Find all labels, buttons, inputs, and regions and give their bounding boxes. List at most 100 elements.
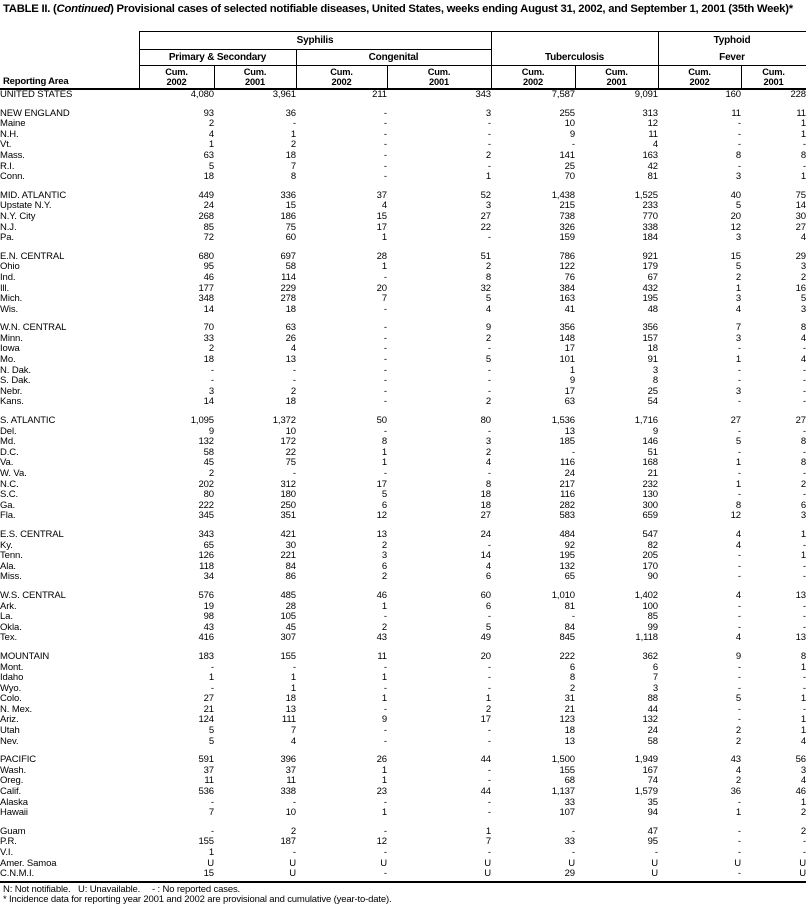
area-cell: Oreg. <box>0 776 24 787</box>
table-row: Ky. 65 30 2 - 92 82 4 - <box>0 541 806 552</box>
value-cell: 5 <box>735 694 741 705</box>
value-cell: 6 <box>652 662 658 673</box>
year-label: 2001 <box>245 77 265 87</box>
divider-tb-years <box>575 65 576 88</box>
table-row: MOUNTAIN 183 155 11 20 222 362 9 8 <box>0 652 806 663</box>
area-cell: Upstate N.Y. <box>0 201 52 212</box>
value-cell: - <box>737 469 741 479</box>
area-cell: E.S. CENTRAL <box>0 529 64 540</box>
value-cell: - <box>487 140 491 151</box>
disease-table: UNITED STATES 4,080 3,961 211 343 7,587 9,091 1… <box>0 90 806 880</box>
value-cell: - <box>802 622 806 633</box>
area-cell: Utah <box>0 726 20 737</box>
value-cell: 48 <box>647 304 658 315</box>
value-cell: 421 <box>280 529 296 540</box>
footnote-no-reported-cases: - : No reported cases. <box>152 884 241 895</box>
table-row: Maine 2 - - - 10 12 - 1 <box>0 119 806 130</box>
area-cell: UNITED STATES <box>0 90 73 100</box>
value-cell: 35 <box>647 797 658 808</box>
value-cell: 13 <box>285 704 296 715</box>
value-cell: 4 <box>485 304 491 315</box>
value-cell: - <box>802 848 806 858</box>
table-row: Guam - 2 - 1 - 47 - 2 <box>0 827 806 838</box>
value-cell: U <box>799 869 806 880</box>
value-cell: 738 <box>559 211 575 222</box>
value-cell: 74 <box>647 776 658 787</box>
value-cell: 29 <box>564 869 575 880</box>
year-label: 2002 <box>331 77 352 87</box>
area-cell: D.C. <box>0 447 19 458</box>
table-row: Ala. 118 84 6 4 132 170 - - <box>0 562 806 573</box>
value-cell: 3 <box>485 108 491 119</box>
value-cell: 2 <box>569 683 575 694</box>
value-cell: 1 <box>381 233 387 244</box>
value-cell: 3 <box>800 765 806 776</box>
value-cell: 255 <box>559 108 575 119</box>
value-cell: 29 <box>795 251 806 262</box>
table-row: Mont. - - - - 6 6 - 1 <box>0 663 806 674</box>
group-spacer <box>0 244 806 252</box>
value-cell: 7 <box>290 161 296 172</box>
area-cell: Mass. <box>0 150 25 161</box>
value-cell: 185 <box>559 437 575 448</box>
value-cell: 60 <box>480 590 491 601</box>
value-cell: - <box>737 683 741 694</box>
value-cell: - <box>383 108 387 119</box>
value-cell: 18 <box>480 500 491 511</box>
area-cell: Idaho <box>0 673 24 684</box>
value-cell: 28 <box>285 601 296 612</box>
value-cell: 155 <box>198 837 214 848</box>
value-cell: 5 <box>735 437 741 448</box>
value-cell: 7 <box>652 673 658 684</box>
value-cell: 21 <box>203 704 214 715</box>
value-cell: 13 <box>564 426 575 437</box>
area-cell: MOUNTAIN <box>0 651 50 662</box>
value-cell: 179 <box>642 262 658 273</box>
value-cell: 1 <box>381 673 387 684</box>
year-label: 2002 <box>689 77 710 87</box>
group-spacer <box>0 101 806 109</box>
value-cell: 159 <box>559 233 575 244</box>
value-cell: 17 <box>564 344 575 355</box>
value-cell: - <box>737 376 741 387</box>
value-cell: - <box>802 386 806 397</box>
value-cell: 2 <box>735 272 741 283</box>
value-cell: 1,716 <box>634 416 658 427</box>
value-cell: 2 <box>485 704 491 715</box>
col-header-ps-cum-2002: Cum. 2002 <box>139 67 214 87</box>
value-cell: 416 <box>198 633 214 644</box>
value-cell: 233 <box>642 201 658 212</box>
table-row: W.N. CENTRAL 70 63 - 9 356 356 7 8 <box>0 323 806 334</box>
value-cell: 26 <box>285 333 296 344</box>
value-cell: 4 <box>800 333 806 344</box>
table-row: Ohio 95 58 1 2 122 179 5 3 <box>0 262 806 273</box>
value-cell: - <box>802 447 806 458</box>
value-cell: 170 <box>642 561 658 572</box>
area-cell: P.R. <box>0 837 17 848</box>
value-cell: - <box>802 469 806 479</box>
value-cell: 1 <box>381 458 387 469</box>
value-cell: 356 <box>642 323 658 334</box>
value-cell: 67 <box>647 272 658 283</box>
col-header-reporting-area: Reporting Area <box>3 76 69 87</box>
value-cell: 88 <box>647 694 658 705</box>
value-cell: - <box>487 776 491 787</box>
value-cell: 4 <box>800 355 806 366</box>
value-cell: 12 <box>376 511 387 522</box>
value-cell: 81 <box>564 601 575 612</box>
value-cell: - <box>802 683 806 694</box>
value-cell: 132 <box>559 561 575 572</box>
value-cell: 58 <box>285 262 296 273</box>
value-cell: 1 <box>381 765 387 776</box>
value-cell: - <box>802 572 806 583</box>
value-cell: - <box>487 376 491 387</box>
value-cell: - <box>487 765 491 776</box>
value-cell: 46 <box>795 787 806 798</box>
value-cell: 58 <box>203 447 214 458</box>
value-cell: 43 <box>203 622 214 633</box>
syphilis-underline-rule <box>139 49 491 50</box>
value-cell: 1 <box>485 694 491 705</box>
value-cell: 1 <box>735 355 741 366</box>
value-cell: 1,118 <box>635 633 658 644</box>
value-cell: 1 <box>800 662 806 673</box>
